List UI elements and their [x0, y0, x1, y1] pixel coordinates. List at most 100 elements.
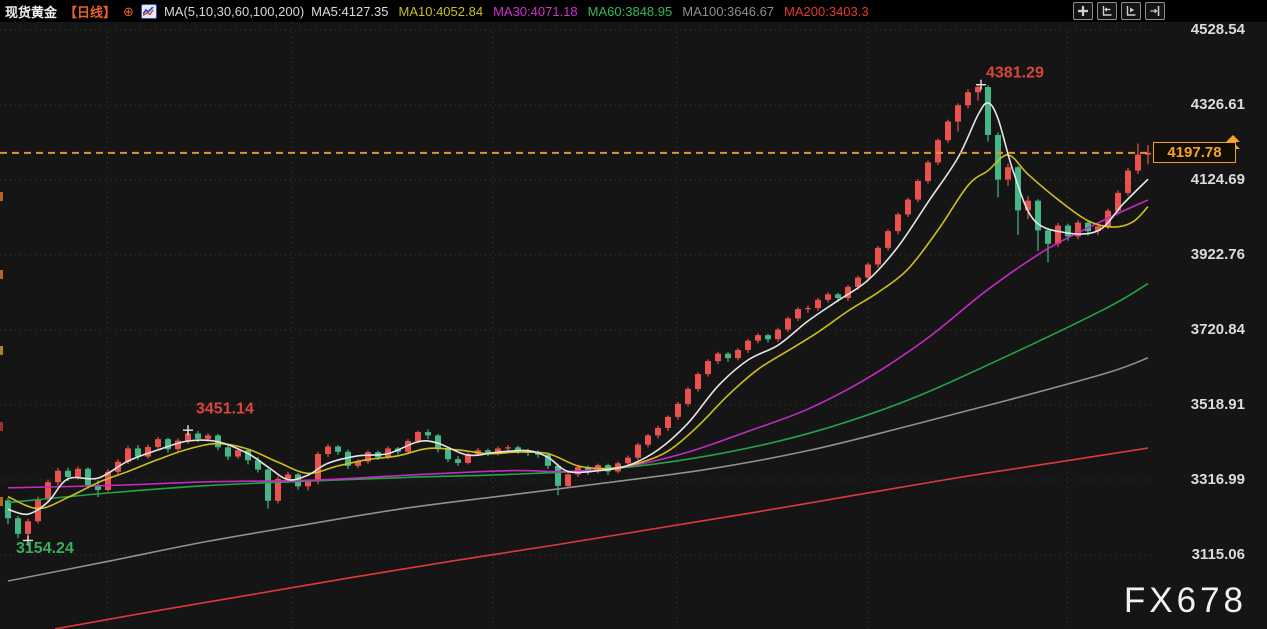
clipped-left-scale-fragment: [0, 192, 3, 201]
candle-body: [845, 286, 851, 298]
candle-body: [175, 440, 181, 450]
ma-values-group: MA5:4127.35 MA10:4052.84 MA30:4071.18 MA60:…: [311, 4, 878, 19]
candle-body: [1065, 225, 1071, 237]
candle-body: [315, 453, 321, 482]
candle-body: [95, 485, 101, 491]
chart-canvas[interactable]: 3154.24 3451.14 4381.29: [0, 22, 1267, 629]
clipped-left-scale-fragment: [0, 422, 3, 431]
ma30-line: [7, 199, 1149, 489]
candle-body: [955, 105, 961, 122]
candle-body: [795, 309, 801, 319]
candle-body: [915, 180, 921, 200]
candle-body: [935, 140, 941, 163]
candle-body: [715, 353, 721, 362]
candle-body: [445, 449, 451, 460]
candle-body: [25, 521, 31, 534]
clipped-left-scale-fragment: [0, 346, 3, 355]
candle-body: [225, 447, 231, 457]
candle-body: [435, 435, 441, 450]
candle-body: [415, 432, 421, 441]
candle-body: [925, 162, 931, 181]
candle-body: [465, 453, 471, 463]
chart-toolbar: [1073, 2, 1165, 20]
candle-body: [305, 481, 311, 487]
candle-body: [865, 264, 871, 278]
y-axis-label: 4124.69: [1190, 171, 1245, 188]
candle-body: [655, 427, 661, 436]
candle-body: [905, 199, 911, 215]
chart-area[interactable]: 3154.24 3451.14 4381.29 4528.54 4326.61 4124…: [0, 22, 1267, 629]
candle-body: [745, 340, 751, 350]
scale-axis-play-icon: [1126, 6, 1136, 16]
candle-body: [805, 308, 811, 310]
candle-body: [545, 454, 551, 466]
candle-body: [965, 92, 971, 106]
symbol-name: 现货黄金: [5, 4, 58, 20]
candle-body: [875, 247, 881, 265]
y-axis-label: 3720.84: [1190, 321, 1245, 338]
candle-body: [235, 450, 241, 457]
scale-axis-left-button[interactable]: [1097, 2, 1117, 20]
candle-body: [515, 447, 521, 452]
ma10-line: [7, 154, 1149, 510]
candle-body: [5, 500, 11, 519]
target-icon[interactable]: ⊕: [123, 3, 134, 19]
scroll-to-price-icon: [1226, 135, 1240, 142]
candle-body: [885, 231, 891, 248]
candle-body: [85, 468, 91, 486]
candle-body: [755, 335, 761, 341]
ma-value-label: MA200:3403.3: [784, 3, 869, 19]
candle-body: [735, 349, 741, 359]
watermark: FX678: [1123, 581, 1247, 620]
candle-body: [1045, 230, 1051, 244]
candle-body: [135, 448, 141, 457]
indicator-chart-icon[interactable]: [140, 3, 157, 19]
candle-body: [55, 470, 61, 483]
ma200-line: [54, 447, 1149, 629]
candle-body: [1075, 222, 1081, 237]
extreme-price-annotation: 3154.24: [16, 540, 74, 557]
candle-body: [985, 87, 991, 135]
go-to-latest-button[interactable]: [1145, 2, 1165, 20]
candle-body: [825, 294, 831, 300]
candle-body: [565, 474, 571, 486]
scale-axis-play-button[interactable]: [1121, 2, 1141, 20]
last-price-tag: 4197.78: [1153, 142, 1236, 164]
candle-body: [145, 446, 151, 457]
candle-body: [245, 450, 251, 461]
candle-body: [65, 470, 71, 478]
zigzag-glyph: [143, 6, 155, 16]
extreme-price-annotation: 4381.29: [986, 65, 1044, 82]
candle-body: [585, 466, 591, 472]
candle-body: [1055, 225, 1061, 244]
y-axis-label: 4326.61: [1190, 96, 1245, 113]
scale-axis-left-icon: [1102, 6, 1112, 16]
candle-body: [685, 388, 691, 404]
candle-body: [665, 416, 671, 428]
candle-body: [345, 451, 351, 466]
candle-body: [765, 335, 771, 340]
go-to-latest-icon: [1150, 6, 1160, 16]
move-tool-button[interactable]: [1073, 2, 1093, 20]
y-axis-label: 4528.54: [1190, 21, 1245, 38]
candle-body: [675, 403, 681, 417]
candle-body: [325, 446, 331, 454]
candle-body: [775, 329, 781, 340]
candle-body: [125, 448, 131, 462]
candle-body: [75, 468, 81, 478]
candle-body: [785, 318, 791, 330]
candle-body: [725, 353, 731, 359]
candle-body: [275, 478, 281, 501]
candle-body: [555, 465, 561, 486]
candle-body: [45, 482, 51, 500]
y-axis-label: 3922.76: [1190, 246, 1245, 263]
candle-body: [1135, 154, 1141, 171]
ma-value-label: MA30:4071.18: [493, 3, 578, 19]
candle-body: [1005, 167, 1011, 180]
candle-body: [995, 134, 1001, 180]
candle-body: [265, 469, 271, 501]
ma-value-label: MA100:3646.67: [682, 3, 775, 19]
candle-body: [835, 294, 841, 298]
candle-body: [635, 444, 641, 458]
clipped-left-scale-fragment: [0, 497, 3, 506]
